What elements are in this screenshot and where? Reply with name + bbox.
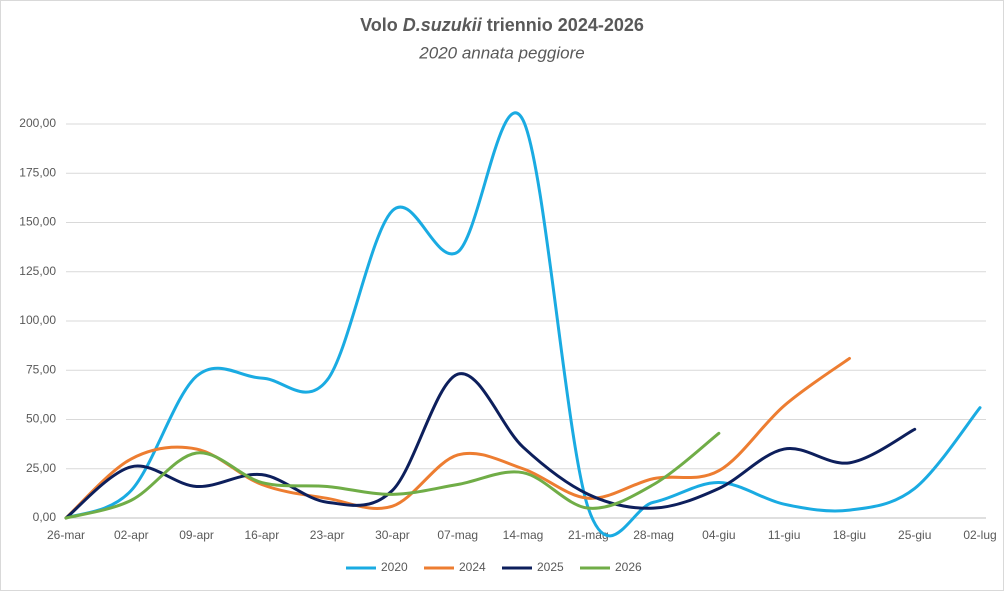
x-tick-label: 28-mag: [633, 528, 674, 542]
title-part: D.suzukii: [403, 15, 483, 35]
x-tick-label: 02-apr: [114, 528, 149, 542]
legend-label: 2025: [537, 560, 564, 574]
y-tick-label: 175,00: [19, 165, 56, 179]
y-tick-label: 50,00: [26, 412, 56, 426]
y-tick-label: 100,00: [19, 313, 56, 327]
title-part: triennio 2024-2026: [487, 15, 644, 35]
x-tick-label: 11-giu: [768, 528, 800, 542]
chart-subtitle: 2020 annata peggiore: [418, 43, 584, 62]
x-tick-label: 26-mar: [47, 528, 85, 542]
x-tick-label: 18-giu: [833, 528, 866, 542]
y-tick-label: 200,00: [19, 116, 56, 130]
series-line: [64, 111, 982, 538]
x-tick-label: 14-mag: [503, 528, 544, 542]
legend-label: 2026: [615, 560, 642, 574]
y-tick-label: 0,00: [33, 510, 57, 524]
title-part: Volo: [360, 15, 398, 35]
chart-title: Volo D.suzukii triennio 2024-2026: [360, 15, 644, 35]
x-tick-label: 07-mag: [437, 528, 478, 542]
y-tick-label: 25,00: [26, 461, 56, 475]
x-tick-label: 30-apr: [375, 528, 410, 542]
y-tick-label: 75,00: [26, 362, 56, 376]
x-tick-label: 09-apr: [179, 528, 214, 542]
series-line: [64, 431, 721, 520]
legend-label: 2024: [459, 560, 486, 574]
x-tick-label: 16-apr: [245, 528, 280, 542]
x-tick-label: 02-lug: [963, 528, 996, 542]
y-tick-label: 150,00: [19, 215, 56, 229]
legend-label: 2020: [381, 560, 408, 574]
x-tick-label: 23-apr: [310, 528, 345, 542]
series-line: [64, 356, 851, 520]
series-line: [64, 372, 917, 520]
x-tick-label: 25-giu: [898, 528, 931, 542]
y-tick-label: 125,00: [19, 264, 56, 278]
x-tick-label: 21-mag: [568, 528, 609, 542]
x-tick-label: 04-giu: [702, 528, 735, 542]
